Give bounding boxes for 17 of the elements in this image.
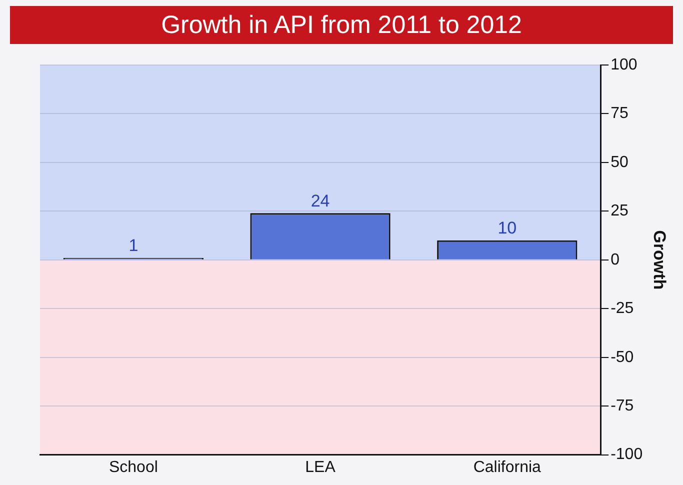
y-axis-title: Growth: [650, 230, 670, 290]
chart-title: Growth in API from 2011 to 2012: [10, 6, 673, 44]
x-tick-label: School: [108, 458, 158, 476]
y-tick-label: -25: [610, 300, 634, 318]
y-tick-label: 100: [610, 56, 638, 74]
y-tick-label: -75: [610, 397, 634, 414]
y-tick-label: 25: [610, 202, 628, 220]
y-tick-label: 50: [610, 154, 628, 171]
data-label: 10: [498, 218, 517, 238]
data-label: 24: [310, 191, 330, 210]
data-label: 1: [128, 236, 138, 256]
x-tick-label: LEA: [305, 458, 336, 476]
y-tick-label: -50: [610, 348, 634, 366]
y-tick-label: 0: [610, 251, 620, 268]
y-tick-label: -100: [610, 446, 643, 464]
y-tick-label: 75: [610, 105, 628, 122]
x-tick-label: California: [473, 458, 542, 476]
